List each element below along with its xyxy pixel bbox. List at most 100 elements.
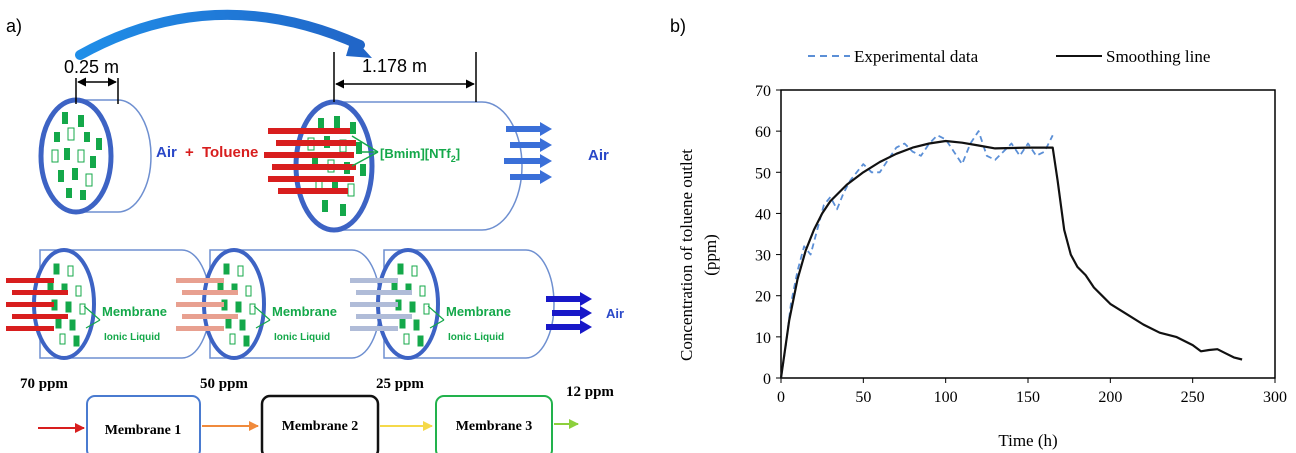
top-outlet-arrows	[504, 122, 552, 184]
y-tick-label: 30	[755, 248, 771, 265]
stage-module-2: Membrane Ionic Liquid	[176, 248, 381, 360]
panel-b-label: b)	[670, 16, 686, 36]
series-experimental-line	[780, 130, 1054, 379]
stage-pointer	[83, 305, 101, 321]
membrane-box-1	[86, 395, 201, 453]
top-outlet-label: Air	[588, 147, 609, 164]
y-tick-label: 70	[755, 83, 771, 100]
ppm-label-1: 70 ppm	[20, 376, 68, 392]
stage-fiber	[409, 301, 416, 313]
stage-ionic-label: Ionic Liquid	[104, 332, 160, 343]
stage-inlet-tube	[350, 302, 398, 307]
stage-inlet-tube	[350, 326, 398, 331]
x-axis-label: Time (h)	[998, 431, 1057, 450]
stage-inlet-tube	[12, 290, 68, 295]
y-tick-label: 60	[755, 124, 771, 141]
bottom-outlet-arrows	[546, 292, 592, 334]
stage-fiber	[423, 303, 430, 315]
stage-fiber	[397, 263, 404, 275]
membrane-box-3	[435, 395, 553, 453]
stage-inlet-tube	[176, 278, 224, 283]
large-module	[264, 99, 523, 233]
stage-fiber	[419, 285, 426, 297]
scale-up-arrowhead	[346, 36, 372, 58]
plot-area	[780, 89, 1276, 379]
stage-fiber	[223, 263, 230, 275]
stage-fiber	[65, 301, 72, 313]
stage-fiber	[59, 333, 66, 345]
y-axis-label-line2: (ppm)	[701, 234, 720, 276]
x-tick-label: 100	[934, 389, 958, 406]
stage-inlet-tube	[356, 290, 412, 295]
stage-fiber	[73, 335, 80, 347]
stage-pointer	[427, 305, 445, 321]
stage-fiber	[225, 317, 232, 329]
bottom-outlet-label: Air	[606, 306, 624, 321]
small-module-fibers	[51, 112, 102, 200]
scale-up-arrow	[75, 9, 365, 60]
stage-inlet-tube	[182, 290, 238, 295]
stage-ionic-label: Ionic Liquid	[448, 332, 504, 343]
membrane-box-3-label: Membrane 3	[456, 419, 533, 434]
y-tick-label: 10	[755, 330, 771, 347]
membrane-box-2-label: Membrane 2	[282, 419, 359, 434]
stage-fiber	[79, 303, 86, 315]
y-axis-label-line1: Concentration of toluene outlet	[677, 149, 696, 361]
x-tick-label: 150	[1016, 389, 1040, 406]
x-tick-label: 200	[1098, 389, 1122, 406]
large-module-inlet-tubes	[264, 128, 356, 194]
stage-fiber	[417, 335, 424, 347]
y-tick-label: 0	[763, 371, 771, 388]
stage-membrane-label: Membrane	[272, 304, 337, 319]
x-tick-label: 50	[855, 389, 871, 406]
small-dimension-label: 0.25 m	[64, 57, 119, 77]
stage-module-3: Membrane Ionic Liquid	[350, 248, 555, 360]
panel-a-label: a)	[6, 16, 22, 36]
stage-inlet-tube	[176, 302, 224, 307]
stage-inlet-tube	[6, 302, 54, 307]
stage-fiber	[237, 265, 244, 277]
stage-inlet-tube	[350, 278, 398, 283]
x-tick-label: 300	[1263, 389, 1287, 406]
stage-fiber	[53, 263, 60, 275]
stage-fiber	[243, 335, 250, 347]
stage-membrane-label: Membrane	[102, 304, 167, 319]
stage-fiber	[399, 317, 406, 329]
x-tick-label: 250	[1181, 389, 1205, 406]
line-chart: 0 50 100 150 200 250 300 0 10 20 30 40 50 60 70	[755, 83, 1287, 406]
small-module	[38, 97, 152, 215]
stage-ionic-label: Ionic Liquid	[274, 332, 330, 343]
ppm-label-3: 25 ppm	[376, 376, 424, 392]
stage-fiber	[413, 319, 420, 331]
membrane-box-2	[260, 394, 380, 453]
stage-inlet-tube	[6, 278, 54, 283]
stage-pointer	[85, 319, 101, 329]
stage-fiber	[245, 285, 252, 297]
stage-pointer	[255, 319, 271, 329]
stage-fiber	[229, 333, 236, 345]
stage-inlet-tube	[6, 326, 54, 331]
stage-inlet-tube	[12, 314, 68, 319]
stage-fiber	[69, 319, 76, 331]
ppm-label-2: 50 ppm	[200, 376, 248, 392]
stage-fiber	[75, 285, 82, 297]
stage-inlet-tube	[182, 314, 238, 319]
stage-fiber	[55, 317, 62, 329]
stage-fiber	[411, 265, 418, 277]
stage-inlet-tube	[176, 326, 224, 331]
ppm-label-final: 12 ppm	[566, 384, 614, 400]
large-dimension-label: 1.178 m	[362, 56, 427, 76]
membrane-stages: Membrane Ionic Liquid Membrane Ionic Liquid…	[6, 248, 555, 360]
y-tick-label: 20	[755, 289, 771, 306]
large-module-body	[333, 101, 523, 231]
series-smoothing-line	[779, 139, 1243, 379]
stage-inlet-tube	[356, 314, 412, 319]
stage-fiber	[403, 333, 410, 345]
inlet-label: Air + Toluene	[156, 144, 258, 161]
legend-label-smoothing: Smoothing line	[1106, 47, 1210, 66]
stage-fiber	[249, 303, 256, 315]
stage-membrane-label: Membrane	[446, 304, 511, 319]
stage-fiber	[239, 319, 246, 331]
